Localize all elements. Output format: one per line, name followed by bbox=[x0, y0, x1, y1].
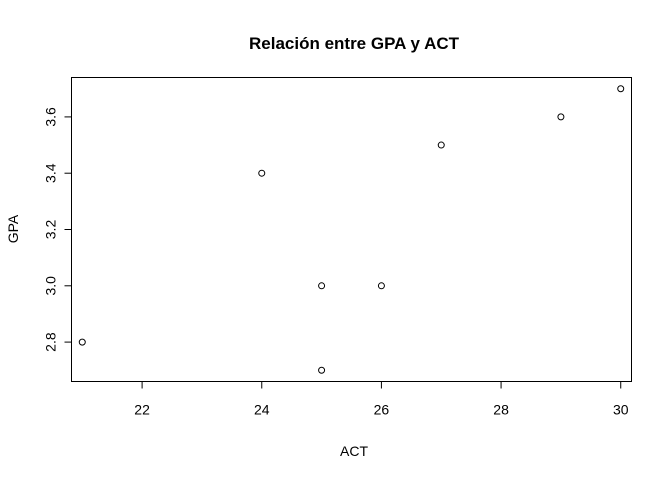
y-tick-label: 3.6 bbox=[43, 107, 59, 127]
x-tick-label: 22 bbox=[134, 402, 150, 418]
x-tick-label: 26 bbox=[374, 402, 390, 418]
data-point bbox=[557, 113, 565, 121]
y-tick-label: 2.8 bbox=[43, 332, 59, 352]
data-point bbox=[258, 169, 266, 177]
y-axis-label: GPA bbox=[5, 214, 21, 243]
data-point bbox=[78, 338, 86, 346]
y-tick-label: 3.4 bbox=[43, 163, 59, 183]
x-axis-label: ACT bbox=[340, 443, 368, 459]
x-axis-ticks: 22 24 26 28 30 bbox=[134, 381, 629, 418]
x-tick-label: 30 bbox=[613, 402, 629, 418]
y-tick-label: 3.0 bbox=[43, 276, 59, 296]
x-tick-label: 28 bbox=[493, 402, 509, 418]
data-points bbox=[78, 85, 625, 374]
y-axis-ticks: 2.8 3.0 3.2 3.4 3.6 bbox=[43, 107, 72, 352]
y-tick-label: 3.2 bbox=[43, 220, 59, 240]
data-point bbox=[318, 366, 326, 374]
chart-title: Relación entre GPA y ACT bbox=[249, 34, 460, 53]
data-point bbox=[437, 141, 445, 149]
data-point bbox=[318, 282, 326, 290]
data-point bbox=[617, 85, 625, 93]
data-point bbox=[377, 282, 385, 290]
x-tick-label: 24 bbox=[254, 402, 270, 418]
